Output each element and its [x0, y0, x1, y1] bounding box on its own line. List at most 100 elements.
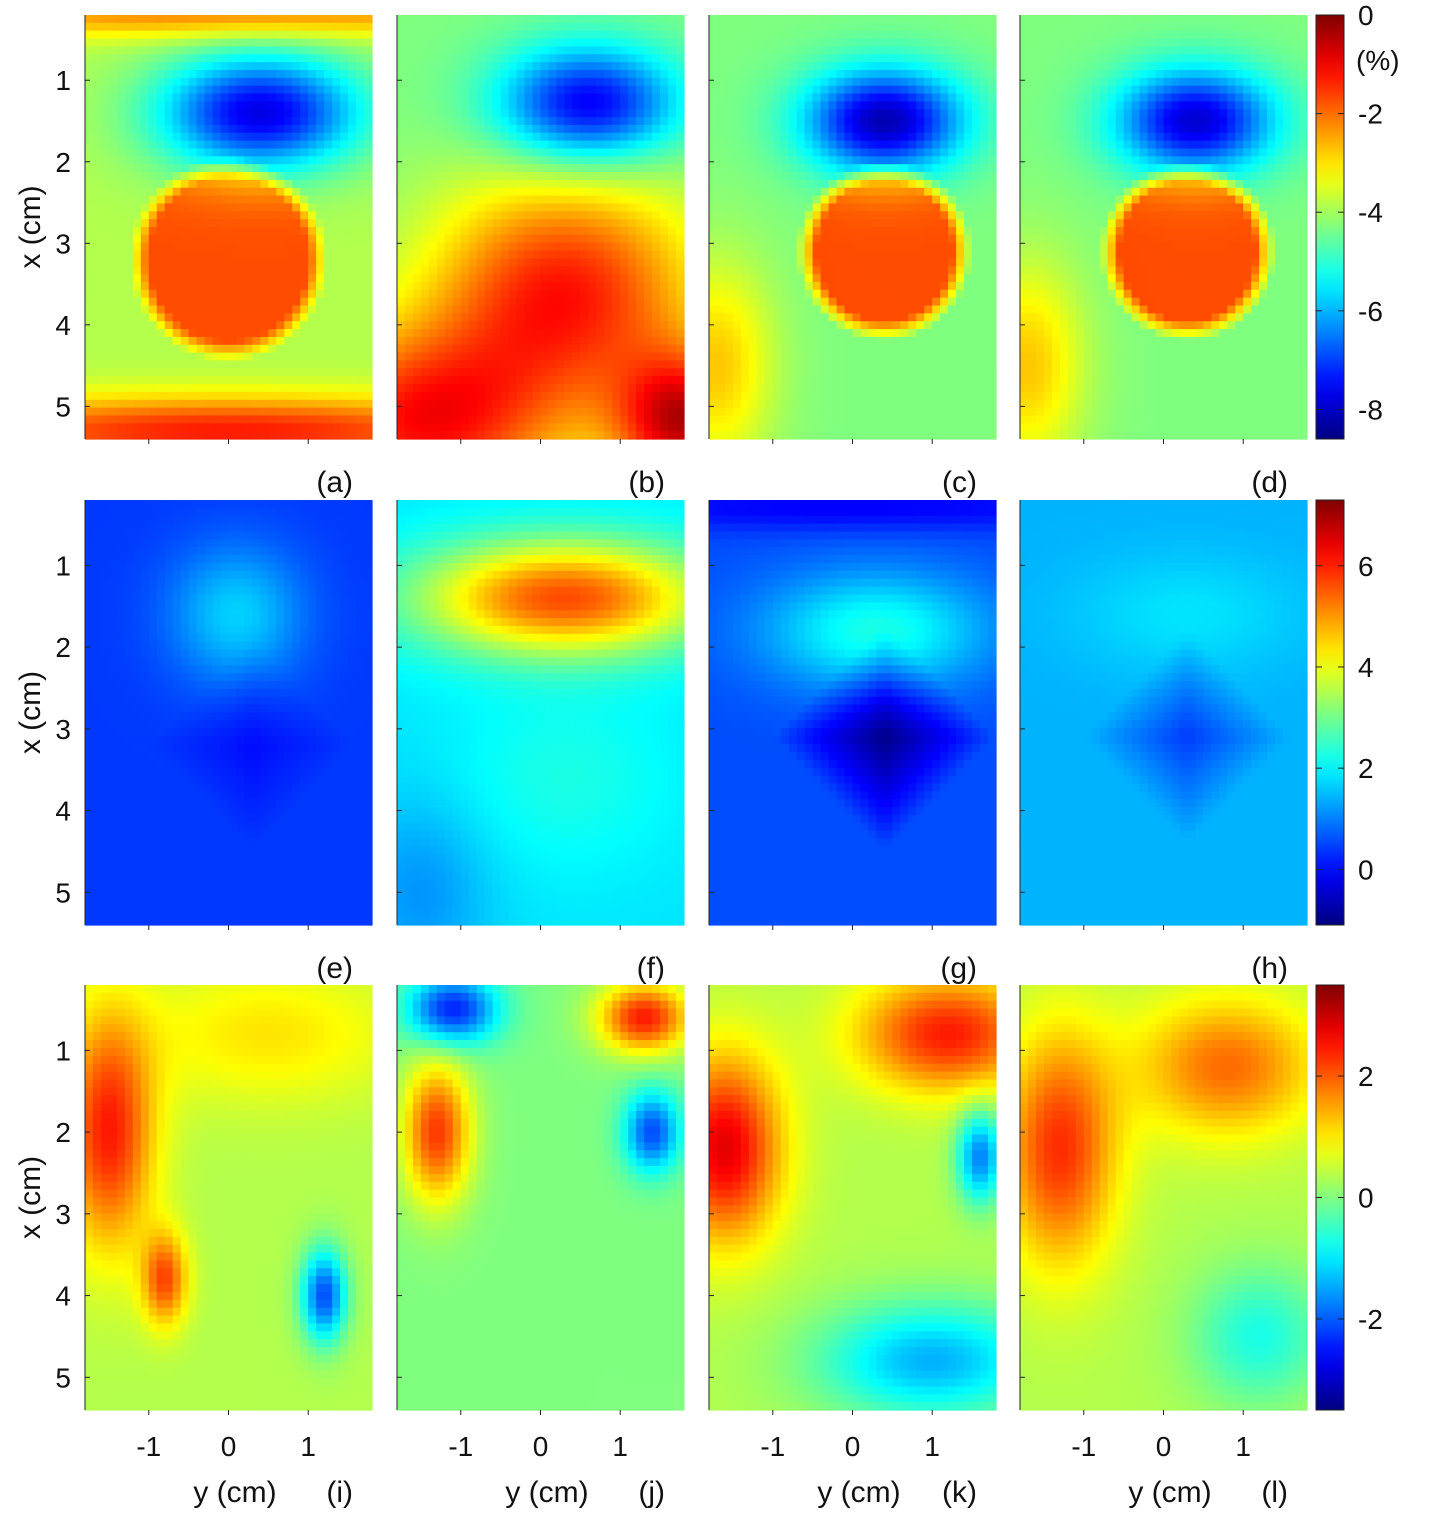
heatmap-cell [229, 337, 238, 345]
heatmap-cell [189, 235, 198, 243]
heatmap-cell [101, 298, 110, 306]
heatmap-cell [205, 62, 214, 70]
heatmap-cell [348, 188, 357, 196]
heatmap-cell [141, 298, 150, 306]
heatmap-cell [109, 431, 118, 439]
heatmap-cell [173, 235, 182, 243]
heatmap-cell [244, 274, 253, 282]
heatmap-cell [244, 39, 253, 47]
heatmap-cell [157, 251, 166, 259]
heatmap-cell [141, 415, 150, 423]
heatmap-cell [292, 360, 301, 368]
heatmap-cell [221, 235, 230, 243]
heatmap-cell [276, 243, 285, 251]
heatmap-cell [109, 258, 118, 266]
heatmap-cell [133, 274, 142, 282]
heatmap-cell [213, 39, 222, 47]
heatmap-cell [93, 376, 102, 384]
heatmap-cell [125, 219, 134, 227]
heatmap-cell [85, 219, 94, 227]
heatmap-cell [165, 86, 174, 94]
heatmap-cell [284, 86, 293, 94]
heatmap-cell [149, 258, 158, 266]
heatmap-cell [85, 423, 94, 431]
heatmap-cell [141, 23, 150, 31]
heatmap-cell [141, 251, 150, 259]
heatmap-cell [316, 70, 325, 78]
heatmap-cell [149, 39, 158, 47]
heatmap-cell [109, 78, 118, 86]
heatmap-cell [181, 290, 190, 298]
heatmap-cell [292, 392, 301, 400]
heatmap-cell [93, 392, 102, 400]
heatmap-cell [268, 78, 277, 86]
heatmap-cell [316, 86, 325, 94]
heatmap-cell [109, 180, 118, 188]
heatmap-cell [213, 345, 222, 353]
heatmap-cell [149, 415, 158, 423]
heatmap-cell [85, 274, 94, 282]
heatmap-cell [181, 235, 190, 243]
heatmap-cell [236, 298, 245, 306]
heatmap-cell [332, 345, 341, 353]
heatmap-cell [268, 180, 277, 188]
heatmap-cell [332, 117, 341, 125]
heatmap-cell [101, 321, 110, 329]
heatmap-cell [284, 227, 293, 235]
heatmap-cell [165, 353, 174, 361]
heatmap-cell [221, 86, 230, 94]
heatmap-cell [165, 31, 174, 39]
heatmap-cell [316, 282, 325, 290]
heatmap-cell [221, 219, 230, 227]
heatmap-cell [348, 203, 357, 211]
heatmap-cell [181, 117, 190, 125]
heatmap-cell [197, 235, 206, 243]
heatmap-cell [117, 70, 126, 78]
heatmap-cell [173, 415, 182, 423]
heatmap-cell [165, 62, 174, 70]
heatmap-cell [276, 133, 285, 141]
heatmap-cell [244, 125, 253, 133]
heatmap-cell [221, 423, 230, 431]
heatmap-cell [125, 117, 134, 125]
heatmap-cell [205, 415, 214, 423]
heatmap-cell [236, 117, 245, 125]
heatmap-cell [109, 156, 118, 164]
heatmap-cell [101, 148, 110, 156]
heatmap-cell [324, 141, 333, 149]
heatmap-cell [101, 15, 110, 23]
heatmap-cell [213, 54, 222, 62]
heatmap-cell [157, 133, 166, 141]
heatmap-cell [133, 219, 142, 227]
heatmap-cell [125, 46, 134, 54]
heatmap-cell [165, 46, 174, 54]
heatmap-cell [157, 109, 166, 117]
heatmap-cell [181, 94, 190, 102]
heatmap-cell [149, 203, 158, 211]
heatmap-cell [348, 258, 357, 266]
heatmap-cell [276, 125, 285, 133]
heatmap-cell [229, 258, 238, 266]
heatmap-cell [348, 109, 357, 117]
heatmap-cell [157, 384, 166, 392]
heatmap-cell [189, 94, 198, 102]
heatmap-cell [268, 86, 277, 94]
heatmap-cell [101, 392, 110, 400]
heatmap-cell [205, 78, 214, 86]
heatmap-cell [141, 423, 150, 431]
heatmap-cell [205, 109, 214, 117]
heatmap-cell [244, 431, 253, 439]
heatmap-cell [308, 78, 317, 86]
heatmap-cell [101, 345, 110, 353]
heatmap-cell [181, 148, 190, 156]
heatmap-cell [165, 384, 174, 392]
heatmap-cell [316, 31, 325, 39]
heatmap-cell [244, 313, 253, 321]
heatmap-cell [292, 266, 301, 274]
heatmap-cell [332, 266, 341, 274]
heatmap-cell [276, 431, 285, 439]
heatmap-cell [165, 282, 174, 290]
heatmap-cell [229, 31, 238, 39]
heatmap-cell [93, 86, 102, 94]
heatmap-cell [101, 86, 110, 94]
